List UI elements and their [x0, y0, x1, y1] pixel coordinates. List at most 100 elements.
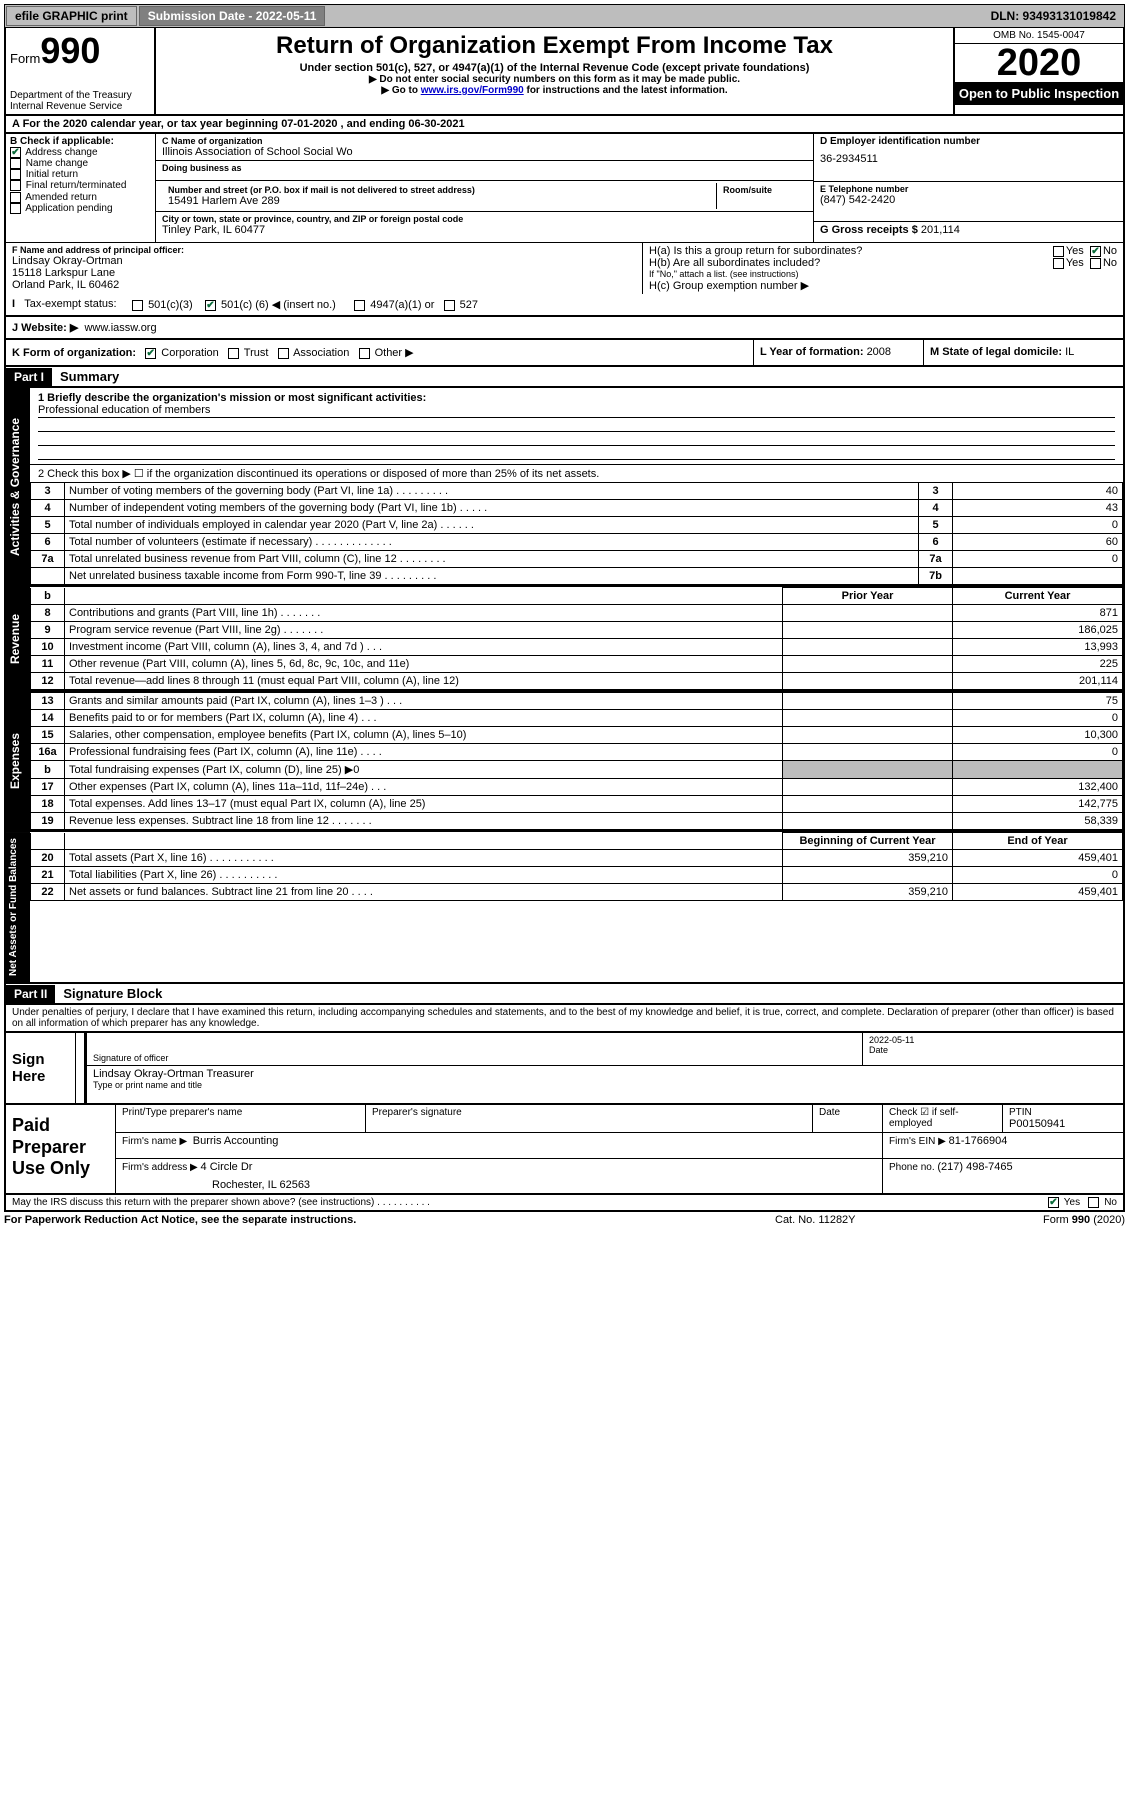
row-desc: Total expenses. Add lines 13–17 (must eq…: [65, 796, 783, 813]
part1-net: Net Assets or Fund Balances Beginning of…: [4, 832, 1125, 984]
row-num: 18: [31, 796, 65, 813]
city-lab: City or town, state or province, country…: [162, 214, 807, 224]
row-curr: 225: [953, 656, 1123, 673]
block-bcd: B Check if applicable: Address change Na…: [4, 134, 1125, 242]
i-label: I Tax-exempt status:: [12, 298, 132, 311]
ha-no-checkbox[interactable]: [1090, 246, 1101, 257]
ein-val: 36-2934511: [820, 147, 1117, 165]
sig-row-2: Lindsay Okray-Ortman Treasurer Type or p…: [87, 1066, 1123, 1094]
other-lab: Other ▶: [375, 347, 414, 359]
box-b-item: Address change: [10, 147, 151, 158]
k-cell: K Form of organization: Corporation Trus…: [6, 340, 753, 365]
row-curr: 132,400: [953, 779, 1123, 796]
phone-val: (847) 542-2420: [820, 194, 1117, 206]
table-header: b Prior Year Current Year: [31, 588, 1123, 605]
sig-row-1: Signature of officer 2022-05-11 Date: [87, 1033, 1123, 1066]
net-body: Beginning of Current Year End of Year20 …: [30, 832, 1123, 982]
table-row: 15 Salaries, other compensation, employe…: [31, 727, 1123, 744]
row-desc: Number of voting members of the governin…: [65, 483, 919, 500]
no-lab: No: [1103, 245, 1117, 257]
box-b-checkbox[interactable]: [10, 203, 21, 214]
f-addr2: Orland Park, IL 60462: [12, 279, 636, 291]
phone-lab: E Telephone number: [820, 184, 1117, 194]
table-row: 17 Other expenses (Part IX, column (A), …: [31, 779, 1123, 796]
discuss-row: May the IRS discuss this return with the…: [4, 1195, 1125, 1212]
end-year-header: End of Year: [953, 833, 1123, 850]
prep-name-lab: Print/Type preparer's name: [116, 1105, 366, 1132]
part1-gov: Activities & Governance 1 Briefly descri…: [4, 388, 1125, 587]
hb-yes-checkbox[interactable]: [1053, 258, 1064, 269]
527-checkbox[interactable]: [444, 300, 455, 311]
l-val: 2008: [867, 346, 891, 358]
box-b-checkbox[interactable]: [10, 192, 21, 203]
org-name: Illinois Association of School Social Wo: [162, 146, 807, 158]
box-b-item-label: Initial return: [26, 169, 78, 180]
row-num: 6: [31, 534, 65, 551]
assoc-checkbox[interactable]: [278, 348, 289, 359]
other-checkbox[interactable]: [359, 348, 370, 359]
q1-blank3: [38, 446, 1115, 460]
row-box: 5: [919, 517, 953, 534]
sig-officer: Signature of officer: [87, 1033, 863, 1065]
sig-date-lab: Date: [869, 1045, 1117, 1055]
box-c: C Name of organization Illinois Associat…: [156, 134, 813, 242]
501c3-checkbox[interactable]: [132, 300, 143, 311]
box-b-checkbox[interactable]: [10, 158, 21, 169]
hb-no-checkbox[interactable]: [1090, 258, 1101, 269]
current-year-header: Current Year: [953, 588, 1123, 605]
form990-link[interactable]: www.irs.gov/Form990: [421, 85, 524, 96]
row-prior: [783, 744, 953, 761]
trust-lab: Trust: [244, 347, 269, 359]
row-num: 21: [31, 867, 65, 884]
paperwork-notice: For Paperwork Reduction Act Notice, see …: [4, 1214, 775, 1226]
row-val: 0: [953, 517, 1123, 534]
501c-checkbox[interactable]: [205, 300, 216, 311]
ha-row: H(a) Is this a group return for subordin…: [649, 245, 1117, 257]
part2-badge: Part II: [6, 985, 55, 1003]
org-name-lab: C Name of organization: [162, 136, 807, 146]
box-b-checkbox[interactable]: [10, 169, 21, 180]
501c-pre: 501(c) (: [221, 299, 259, 311]
row-desc: Number of independent voting members of …: [65, 500, 919, 517]
corp-checkbox[interactable]: [145, 348, 156, 359]
row-desc: Total unrelated business revenue from Pa…: [65, 551, 919, 568]
paid-side: Paid Preparer Use Only: [6, 1105, 116, 1193]
ein-lab: D Employer identification number: [820, 136, 1117, 147]
box-b-checkbox[interactable]: [10, 180, 21, 191]
row-num: 4: [31, 500, 65, 517]
trust-checkbox[interactable]: [228, 348, 239, 359]
4947-checkbox[interactable]: [354, 300, 365, 311]
box-b-checkbox[interactable]: [10, 147, 21, 158]
addr2-val: Rochester, IL 62563: [122, 1179, 876, 1191]
table-row: 11 Other revenue (Part VIII, column (A),…: [31, 656, 1123, 673]
phone-val2: (217) 498-7465: [937, 1161, 1012, 1173]
sig-line[interactable]: [93, 1035, 856, 1053]
q1-blank2: [38, 432, 1115, 446]
sidev-rev: Revenue: [6, 587, 30, 690]
discuss-q: May the IRS discuss this return with the…: [12, 1197, 1048, 1208]
exp-table: 13 Grants and similar amounts paid (Part…: [30, 692, 1123, 830]
row-desc: Salaries, other compensation, employee b…: [65, 727, 783, 744]
exp-body: 13 Grants and similar amounts paid (Part…: [30, 692, 1123, 830]
efile-print-button[interactable]: efile GRAPHIC print: [6, 6, 137, 26]
row-curr: 0: [953, 867, 1123, 884]
row-curr: 201,114: [953, 673, 1123, 690]
website-row: J Website: ▶ www.iassw.org: [4, 317, 1125, 340]
row-num: 5: [31, 517, 65, 534]
sig-name-lab: Type or print name and title: [93, 1080, 1117, 1090]
addr-cell: Number and street (or P.O. box if mail i…: [156, 181, 813, 212]
hb-row: H(b) Are all subordinates included? Yes …: [649, 257, 1117, 269]
ha-yes-checkbox[interactable]: [1053, 246, 1064, 257]
yes-lab2: Yes: [1066, 257, 1084, 269]
paid-row-3: Firm's address ▶ 4 Circle Dr Rochester, …: [116, 1159, 1123, 1193]
discuss-no-checkbox[interactable]: [1088, 1197, 1099, 1208]
527-lab: 527: [460, 299, 478, 311]
row-curr: 186,025: [953, 622, 1123, 639]
discuss-yes: Yes: [1064, 1197, 1080, 1208]
row-val: 60: [953, 534, 1123, 551]
discuss-yes-checkbox[interactable]: [1048, 1197, 1059, 1208]
room-suite: Room/suite: [717, 183, 807, 209]
tax-status-row: I Tax-exempt status: 501(c)(3) 501(c) (6…: [4, 294, 1125, 317]
row-num: 13: [31, 693, 65, 710]
sig-name-cell: Lindsay Okray-Ortman Treasurer Type or p…: [87, 1066, 1123, 1094]
